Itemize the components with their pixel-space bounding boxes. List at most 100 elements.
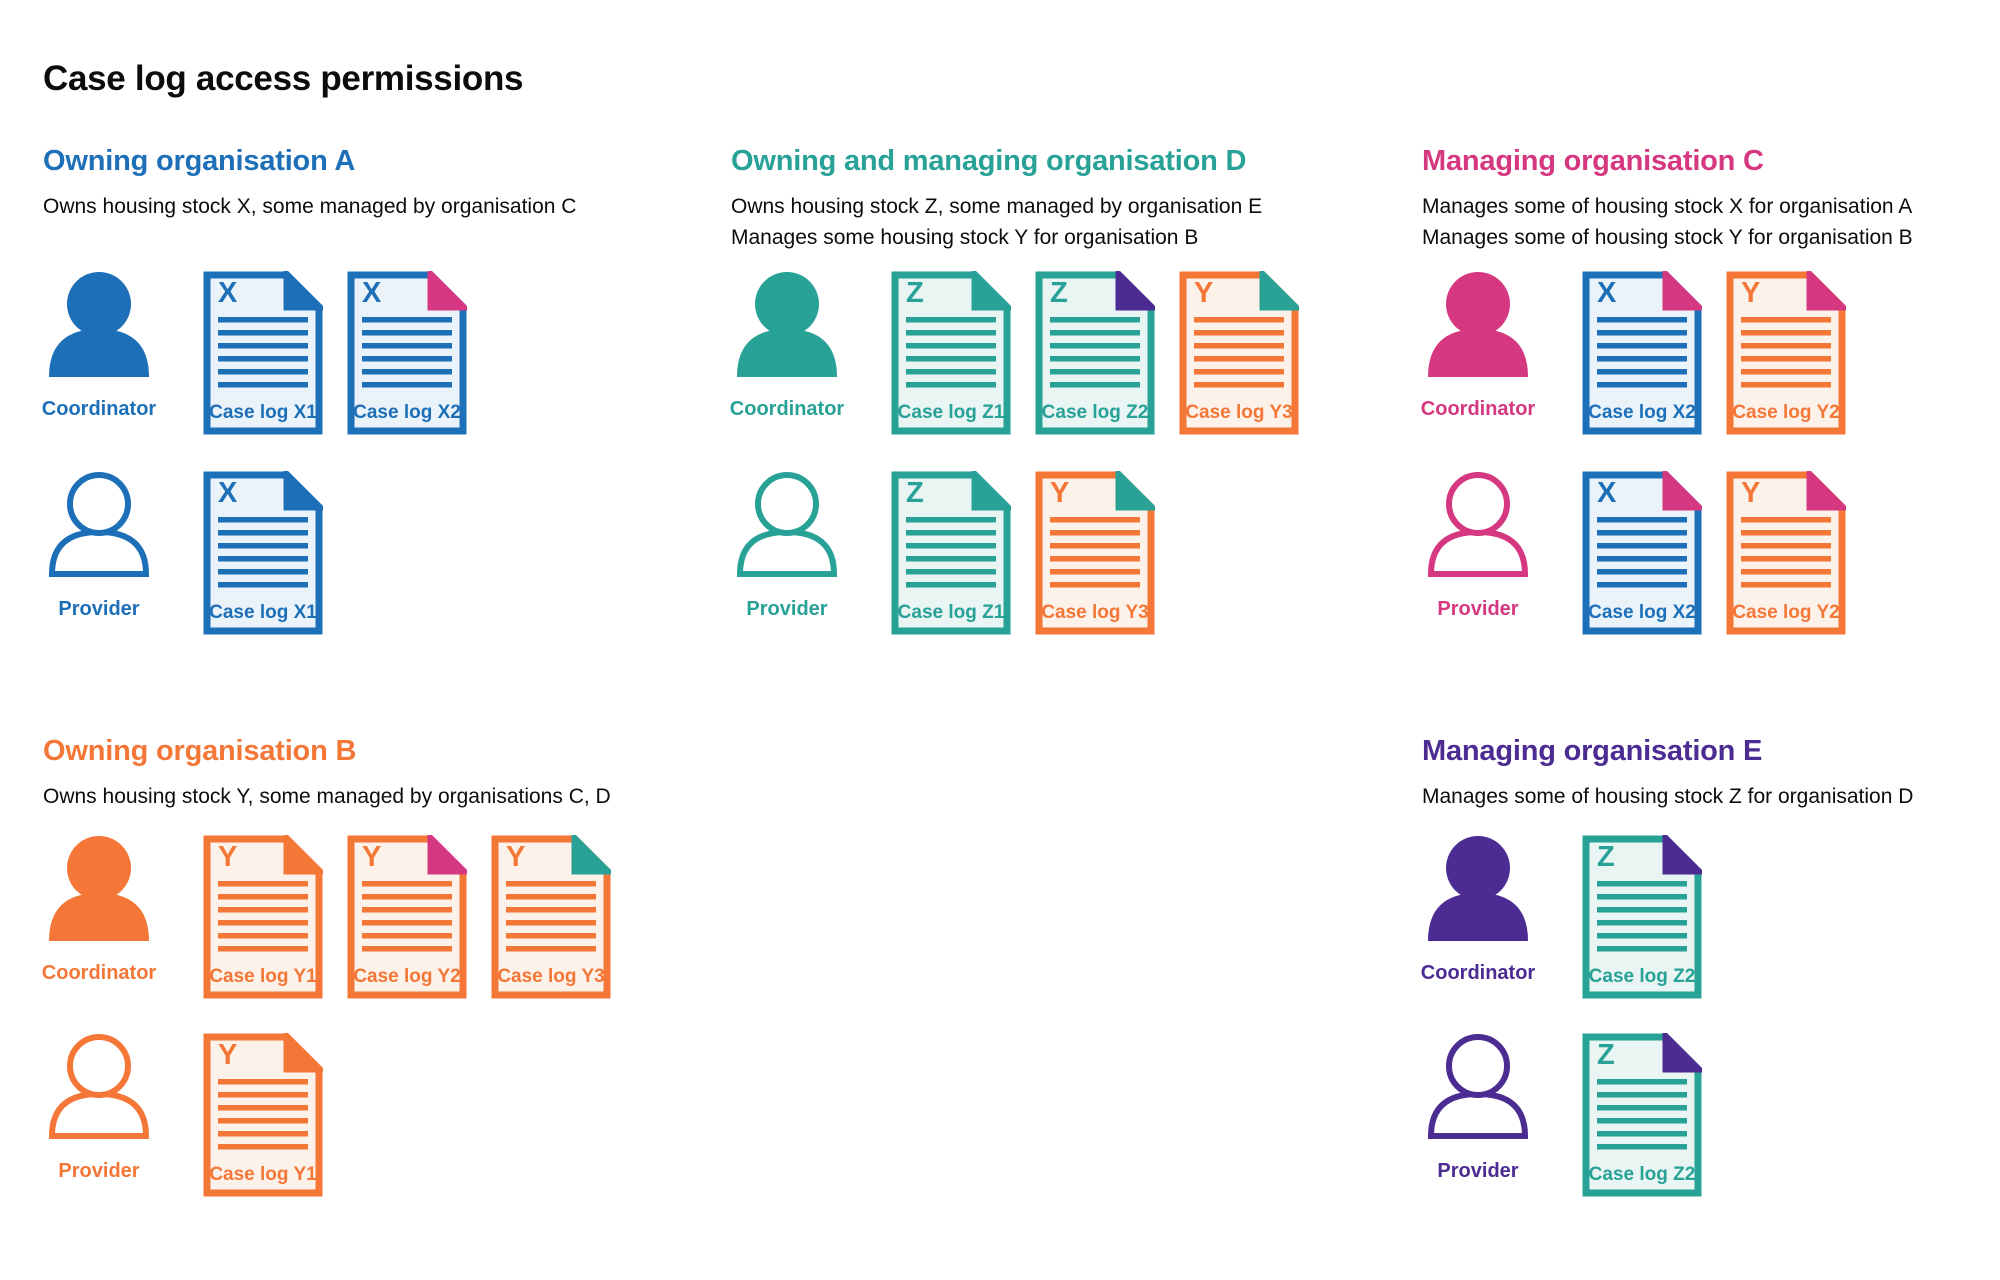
person-icon [49, 272, 149, 377]
doc-caption: Case log Y3 [1185, 402, 1293, 423]
role-label: Provider [1437, 1160, 1519, 1182]
doc-caption: Case log Y1 [209, 1164, 317, 1185]
case-log-document: Y Case log Y1 [203, 1033, 323, 1197]
person-icon [736, 472, 838, 577]
document-icon [1582, 835, 1702, 999]
section-owning-organisation-b: Owning organisation B Owns housing stock… [42, 735, 733, 1197]
section-heading: Managing organisation C [1422, 145, 1764, 177]
coordinator-figure: Coordinator [42, 835, 156, 985]
doc-letter: X [218, 477, 238, 509]
page-title: Case log access permissions [43, 59, 524, 99]
section-description: Manages some of housing stock Z for orga… [1422, 781, 2000, 812]
document-icon [1035, 471, 1155, 635]
coordinator-documents: Z Case log Z1 Z Case log Z2 Y Case log Y3 [891, 271, 1299, 435]
doc-letter: Z [1050, 277, 1068, 309]
doc-letter: Y [1194, 277, 1214, 309]
section-heading: Owning and managing organisation D [731, 145, 1247, 177]
doc-letter: Y [1741, 477, 1761, 509]
document-icon [1179, 271, 1299, 435]
provider-documents: Z Case log Z1 Y Case log Y3 [891, 471, 1155, 635]
provider-figure: Provider [43, 1033, 155, 1183]
case-log-document: Y Case log Y2 [347, 835, 467, 999]
provider-figure: Provider [1422, 471, 1534, 621]
section-description: Owns housing stock X, some managed by or… [43, 191, 733, 222]
document-icon [1582, 1033, 1702, 1197]
document-icon [203, 1033, 323, 1197]
coordinator-documents: X Case log X2 Y Case log Y2 [1582, 271, 1846, 435]
description-line: Owns housing stock Y, some managed by or… [43, 785, 611, 808]
provider-documents: Y Case log Y1 [203, 1033, 323, 1197]
document-icon [347, 271, 467, 435]
document-icon [1726, 271, 1846, 435]
section-managing-organisation-e: Managing organisation E Manages some of … [1421, 735, 2000, 1197]
document-icon [1726, 471, 1846, 635]
provider-row: Provider X Case log X1 [43, 471, 323, 635]
coordinator-figure: Coordinator [1421, 271, 1535, 421]
coordinator-figure: Coordinator [729, 271, 845, 421]
case-log-document: Y Case log Y3 [491, 835, 611, 999]
case-log-document: Z Case log Z2 [1582, 1033, 1702, 1197]
section-heading: Managing organisation E [1422, 735, 1763, 767]
role-label: Coordinator [729, 398, 845, 420]
doc-letter: X [1597, 277, 1617, 309]
person-icon [1427, 472, 1529, 577]
coordinator-row: Coordinator Z Case log Z2 [1420, 835, 1702, 999]
document-icon [347, 835, 467, 999]
role-label: Provider [58, 598, 140, 620]
description-line: Owns housing stock X, some managed by or… [43, 195, 577, 218]
doc-letter: Y [1741, 277, 1761, 309]
document-icon [1582, 271, 1702, 435]
description-line: Manages some housing stock Y for organis… [731, 226, 1199, 249]
provider-row: Provider Y Case log Y1 [43, 1033, 323, 1197]
doc-caption: Case log Z2 [1588, 966, 1696, 987]
case-log-document: X Case log X2 [1582, 471, 1702, 635]
doc-letter: Z [906, 477, 924, 509]
coordinator-row: Coordinator Z Case log Z1 Z Case log Z2 Y Cas… [729, 271, 1299, 435]
provider-figure: Provider [1422, 1033, 1534, 1183]
provider-documents: X Case log X1 [203, 471, 323, 635]
coordinator-row: Coordinator X Case log X1 X Case log X2 [41, 271, 467, 435]
coordinator-documents: Z Case log Z2 [1582, 835, 1702, 999]
case-log-document: Y Case log Y2 [1726, 271, 1846, 435]
role-label: Coordinator [41, 398, 157, 420]
description-line: Manages some of housing stock X for orga… [1422, 195, 1913, 218]
section-managing-organisation-c: Managing organisation C Manages some of … [1421, 145, 2000, 635]
doc-caption: Case log Y3 [497, 966, 605, 987]
doc-letter: Y [506, 841, 526, 873]
doc-caption: Case log Z1 [897, 402, 1005, 423]
role-label: Coordinator [1420, 962, 1536, 984]
doc-letter: Y [362, 841, 382, 873]
coordinator-figure: Coordinator [1420, 835, 1536, 985]
doc-letter: X [218, 277, 238, 309]
doc-caption: Case log X1 [209, 602, 317, 623]
doc-caption: Case log Y1 [209, 966, 317, 987]
provider-row: Provider Z Case log Z2 [1422, 1033, 1702, 1197]
provider-documents: X Case log X2 Y Case log Y2 [1582, 471, 1846, 635]
coordinator-documents: Y Case log Y1 Y Case log Y2 Y Case log Y3 [203, 835, 611, 999]
doc-caption: Case log Z2 [1041, 402, 1149, 423]
case-log-document: X Case log X1 [203, 271, 323, 435]
doc-caption: Case log X1 [209, 402, 317, 423]
provider-row: Provider Z Case log Z1 Y Case log Y3 [731, 471, 1155, 635]
case-log-document: Y Case log Y1 [203, 835, 323, 999]
case-log-document: Y Case log Y3 [1179, 271, 1299, 435]
case-log-document: Z Case log Z1 [891, 471, 1011, 635]
section-description: Owns housing stock Z, some managed by or… [731, 191, 1421, 253]
doc-caption: Case log Z1 [897, 602, 1005, 623]
doc-caption: Case log X2 [1588, 602, 1696, 623]
doc-caption: Case log Y2 [1732, 402, 1840, 423]
case-log-document: X Case log X1 [203, 471, 323, 635]
doc-letter: Z [1597, 1039, 1615, 1071]
doc-letter: X [362, 277, 382, 309]
coordinator-row: Coordinator Y Case log Y1 Y Case log Y2 Y Cas… [42, 835, 611, 999]
person-icon [737, 272, 837, 377]
document-icon [891, 271, 1011, 435]
document-icon [203, 471, 323, 635]
person-icon [1428, 272, 1528, 377]
section-heading: Owning organisation A [43, 145, 356, 177]
role-label: Provider [746, 598, 828, 620]
document-icon [203, 835, 323, 999]
section-owning-and-managing-organisation-d: Owning and managing organisation D Owns … [730, 145, 1421, 635]
provider-figure: Provider [43, 471, 155, 621]
person-icon [1427, 1034, 1529, 1139]
